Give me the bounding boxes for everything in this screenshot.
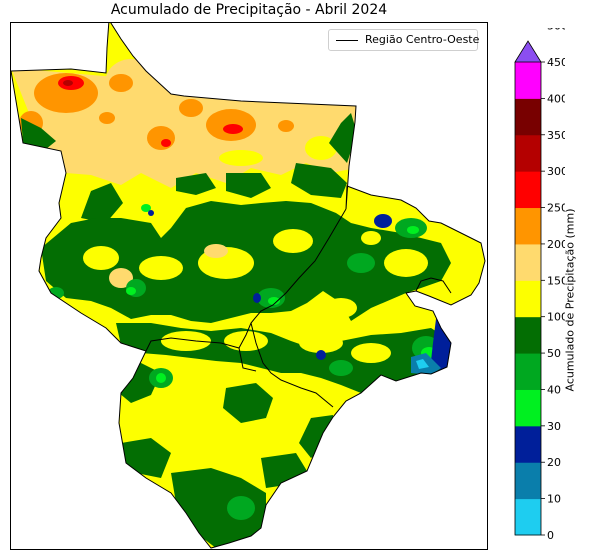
colorbar-extension (514, 40, 542, 63)
legend-line-swatch (336, 40, 358, 41)
colorbar-segment (515, 207, 541, 245)
colorbar-tick-label: 10 (547, 493, 561, 506)
legend-label: Região Centro-Oeste (365, 33, 480, 46)
colorbar-tick-label: 400 (547, 92, 565, 105)
colorbar-tick-label: 250 (547, 202, 565, 215)
colorbar-segment (515, 425, 541, 463)
colorbar-tick-label: 100 (547, 311, 565, 324)
colorbar-tick-label: 350 (547, 129, 565, 142)
colorbar-segment (515, 134, 541, 172)
colorbar-segment (515, 353, 541, 390)
colorbar-label: Acumulado de Precipitação (mm) (563, 208, 577, 392)
map-legend: Região Centro-Oeste (328, 29, 480, 51)
colorbar-segment (515, 171, 541, 209)
colorbar-segment (515, 389, 541, 427)
region-borders (11, 23, 486, 549)
map-frame (10, 22, 488, 550)
colorbar-segment (515, 280, 541, 318)
colorbar-tick-label: 200 (547, 238, 565, 251)
colorbar-segment (515, 62, 541, 99)
colorbar-tick-label: 450 (547, 56, 565, 69)
chart-title: Acumulado de Precipitação - Abril 2024 (110, 2, 388, 18)
precipitation-field (11, 23, 485, 548)
colorbar-tick-label: 20 (547, 456, 561, 469)
colorbar-segment (515, 498, 541, 536)
colorbar-segment (515, 316, 541, 354)
colorbar-segment (515, 243, 541, 281)
colorbar-segment (515, 462, 541, 500)
colorbar-tick-label: 300 (547, 165, 565, 178)
colorbar: 0 10 20 30 40 50 100 150 200 250 300 350 400 450 500 (514, 28, 565, 542)
colorbar-tick-label: 50 (547, 347, 561, 360)
colorbar-tick-label: 0 (547, 529, 554, 542)
colorbar-tick-label: 150 (547, 274, 565, 287)
colorbar-outline (514, 62, 542, 536)
colorbar-tick-label: 30 (547, 420, 561, 433)
precipitation-map (11, 23, 486, 549)
colorbar-segment (515, 98, 541, 136)
colorbar-tick-label: 500 (547, 28, 565, 33)
colorbar-tick-label: 40 (547, 383, 561, 396)
